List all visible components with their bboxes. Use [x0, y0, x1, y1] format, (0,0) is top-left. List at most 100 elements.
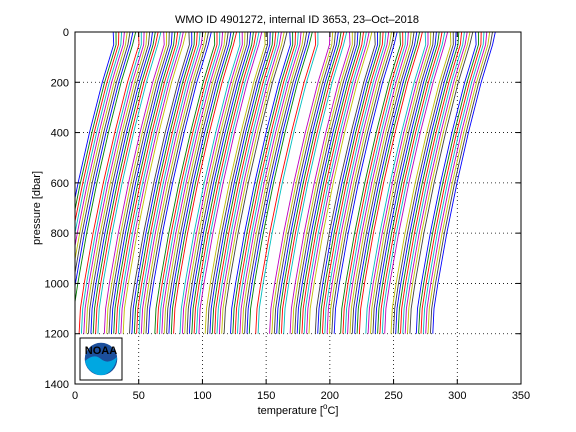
temperature-profile-line [181, 32, 243, 334]
temperature-profile-line [138, 32, 201, 334]
temperature-profile-line [321, 32, 384, 334]
temperature-profile-line [306, 32, 370, 334]
noaa-logo: NOAA [79, 337, 123, 381]
temperature-profile-line [188, 32, 252, 334]
temperature-profile-line [168, 32, 232, 334]
x-tick-label: 50 [133, 390, 145, 402]
temperature-profile-line [303, 32, 367, 334]
temperature-profile-line [75, 32, 120, 224]
temperature-profile-line [395, 32, 457, 334]
temperature-profile-line [80, 32, 142, 334]
temperature-profile-line [273, 32, 336, 334]
temperature-profile-line [294, 32, 356, 334]
temperature-profile-line [83, 32, 145, 334]
temperature-profile-line [248, 32, 313, 334]
temperature-profile-line [223, 32, 288, 334]
temperature-profile-line [326, 32, 390, 334]
temperature-profile-line [392, 32, 454, 334]
temperature-profile-line [133, 32, 195, 334]
temperature-profile-line [365, 32, 427, 334]
temperature-profile-line [415, 32, 477, 334]
temperature-profile-line [113, 32, 176, 334]
temperature-profile-line [381, 32, 446, 334]
temperature-profile-line [103, 32, 165, 334]
y-tick-label: 800 [51, 228, 69, 240]
temperature-profile-line [255, 32, 317, 334]
temperature-profile-line [122, 32, 187, 334]
temperature-profile-line [92, 32, 156, 334]
temperature-profile-line [75, 32, 115, 201]
temperature-profile-line [173, 32, 238, 334]
temperature-profile-line [120, 32, 184, 334]
temperature-profile-line [106, 32, 168, 334]
temperature-profile-line [218, 32, 282, 334]
temperature-profile-line [143, 32, 207, 334]
temperature-profile-line [147, 32, 212, 334]
temperature-profile-line [344, 32, 406, 334]
temperature-profile-line [271, 32, 334, 334]
temperature-profile-line [354, 32, 418, 334]
temperature-profile-line [331, 32, 395, 334]
temperature-profile-line [292, 32, 353, 334]
logo-bird-icon [85, 356, 117, 376]
temperature-profile-line [246, 32, 310, 334]
temperature-profile-line [314, 32, 376, 334]
y-tick-label: 1000 [45, 278, 69, 290]
temperature-profile-line [317, 32, 379, 334]
chart-title: WMO ID 4901272, internal ID 3653, 23–Oct… [175, 14, 419, 26]
temperature-profile-line [427, 32, 491, 334]
temperature-profile-line [278, 32, 342, 334]
temperature-profile-line [166, 32, 229, 334]
temperature-profile-line [198, 32, 263, 334]
temperature-profile-line [384, 32, 449, 334]
temperature-profile-line [75, 32, 123, 236]
temperature-profile-line [95, 32, 159, 334]
temperature-profile-line [372, 32, 435, 334]
x-tick-label: 0 [72, 390, 78, 402]
temperature-profile-line [280, 32, 345, 334]
temperature-profile-line [97, 32, 162, 334]
temperature-profile-line [78, 32, 140, 334]
temperature-profile-line [379, 32, 443, 334]
temperature-profile-line [283, 32, 348, 334]
temperature-profile-line [301, 32, 364, 334]
x-axis-label: temperature [oC] [258, 402, 339, 417]
y-axis-label: pressure [dbar] [31, 171, 43, 245]
temperature-profile-line [340, 32, 401, 334]
temperature-profile-line [129, 32, 190, 334]
temperature-profile-line [407, 32, 471, 334]
temperature-profile-line [409, 32, 474, 334]
logo-text: NOAA [85, 345, 117, 357]
x-tick-label: 150 [257, 390, 275, 402]
temperature-profile-line [145, 32, 209, 334]
temperature-profile-line [289, 32, 351, 334]
temperature-profile-line [170, 32, 235, 334]
x-tick-label: 300 [448, 390, 466, 402]
temperature-profile-line [115, 32, 179, 334]
temperature-profile-line [418, 32, 479, 334]
temperature-profile-line [257, 32, 319, 334]
temperature-profile-line [214, 32, 277, 334]
temperature-profile-line [425, 32, 488, 334]
temperature-profile-line [390, 32, 452, 334]
temperature-profile-line [377, 32, 440, 334]
temperature-profile-line [324, 32, 387, 334]
temperature-profile-line [400, 32, 463, 334]
temperature-profile-line [374, 32, 437, 334]
temperature-profile-line [404, 32, 468, 334]
temperature-profile-line [230, 32, 291, 334]
temperature-profile-line [75, 32, 134, 290]
temperature-profile-line [241, 32, 305, 334]
temperature-profile-line [239, 32, 302, 334]
temperature-profile-line [308, 32, 373, 334]
temperature-profile-line [232, 32, 294, 334]
temperature-profile-line [370, 32, 432, 334]
temperature-profile-line [333, 32, 398, 334]
temperature-profile-line [367, 32, 429, 334]
temperature-profile-line [75, 32, 125, 249]
temperature-profile-line [237, 32, 299, 334]
temperature-profile-line [397, 32, 460, 334]
temperature-profile-line [420, 32, 482, 334]
y-tick-label: 1200 [45, 329, 69, 341]
